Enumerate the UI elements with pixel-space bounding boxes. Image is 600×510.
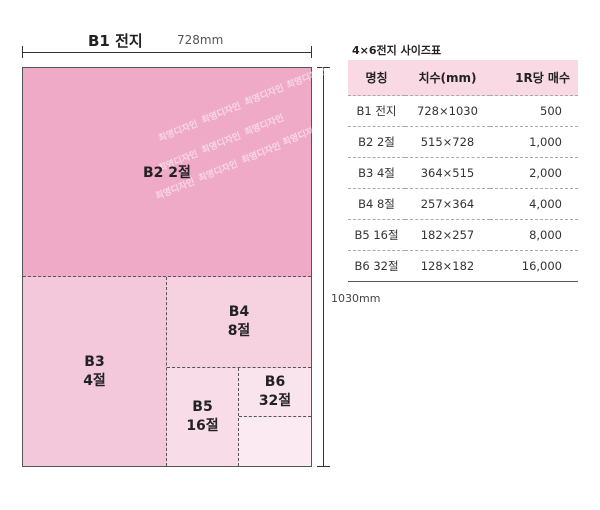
row-count: 8,000 <box>489 219 578 251</box>
width-dimension-tick-left <box>22 46 23 58</box>
row-size: 364×515 <box>404 157 490 189</box>
row-name: B2 2절 <box>348 126 405 158</box>
table-row: B5 16절 182×257 8,000 <box>348 219 578 251</box>
region-b4-name: B4 <box>228 304 250 321</box>
watermark: 최영디자인 <box>243 83 286 109</box>
height-dimension-tick-bottom <box>317 466 330 467</box>
watermark: 최영디자인 <box>285 66 328 92</box>
table-row: B2 2절 515×728 1,000 <box>348 126 578 158</box>
row-name: B1 전지 <box>348 95 405 127</box>
row-count: 2,000 <box>489 157 578 189</box>
watermark: 최영디자인 <box>240 141 283 167</box>
watermark: 최영디자인 <box>281 123 324 149</box>
region-b3-name: B3 <box>84 353 105 370</box>
row-size: 515×728 <box>404 126 490 158</box>
region-b3: B3 4절 <box>23 277 167 466</box>
size-table: 명칭 치수(mm) 1R당 매수 B1 전지 728×1030 500 B2 2… <box>348 60 578 282</box>
width-dimension-tick-right <box>311 46 312 58</box>
watermark: 최영디자인 <box>157 119 200 145</box>
region-b6-name: B6 <box>264 374 286 391</box>
width-dimension-line <box>22 52 312 53</box>
table-row: B6 32절 128×182 16,000 <box>348 250 578 282</box>
column-header-size: 치수(mm) <box>404 60 490 96</box>
table-row: B4 8절 257×364 4,000 <box>348 188 578 220</box>
table-row: B3 4절 364×515 2,000 <box>348 157 578 189</box>
row-name: B4 8절 <box>348 188 405 220</box>
watermark: 최영디자인 <box>200 131 243 157</box>
row-size: 128×182 <box>404 250 490 282</box>
size-table-header-row: 명칭 치수(mm) 1R당 매수 <box>348 60 578 96</box>
height-dimension-line <box>323 67 324 467</box>
width-dimension-label: 728mm <box>177 33 224 47</box>
watermark: 최영디자인 <box>200 101 243 127</box>
size-table-title: 4×6전지 사이즈표 <box>352 44 442 57</box>
row-count: 1,000 <box>489 126 578 158</box>
b1-sheet: 최영디자인 최영디자인 최영디자인 최영디자인 최영디자인 최영디자인 최영디자… <box>22 66 328 467</box>
region-b2: 최영디자인 최영디자인 최영디자인 최영디자인 최영디자인 최영디자인 최영디자… <box>23 66 328 277</box>
row-count: 500 <box>489 95 578 127</box>
row-name: B6 32절 <box>348 250 405 282</box>
region-b3-cuts: 4절 <box>83 372 106 389</box>
row-count: 16,000 <box>489 250 578 282</box>
row-count: 4,000 <box>489 188 578 220</box>
table-row: B1 전지 728×1030 500 <box>348 95 578 127</box>
watermark: 최영디자인 <box>197 159 240 185</box>
column-header-count: 1R당 매수 <box>489 60 578 96</box>
row-name: B3 4절 <box>348 157 405 189</box>
sheet-title: B1 전지 <box>88 32 143 50</box>
column-header-name: 명칭 <box>348 60 405 96</box>
region-b6-cuts: 32절 <box>258 393 292 409</box>
row-size: 728×1030 <box>404 95 490 127</box>
region-b5-cuts: 16절 <box>186 418 219 434</box>
region-b2-label: B2 2절 <box>143 165 191 181</box>
region-b6-second <box>239 417 311 466</box>
region-b4-cuts: 8절 <box>227 323 251 339</box>
region-b6: B6 32절 <box>239 368 311 417</box>
region-b5: B5 16절 <box>167 368 239 466</box>
region-b4: B4 8절 <box>167 277 311 368</box>
watermark: 최영디자인 <box>243 113 286 139</box>
row-name: B5 16절 <box>348 219 405 251</box>
row-size: 182×257 <box>404 219 490 251</box>
row-size: 257×364 <box>404 188 490 220</box>
height-dimension-label: 1030mm <box>331 292 381 305</box>
region-b5-name: B5 <box>192 399 213 416</box>
height-dimension-tick-top <box>317 67 330 68</box>
